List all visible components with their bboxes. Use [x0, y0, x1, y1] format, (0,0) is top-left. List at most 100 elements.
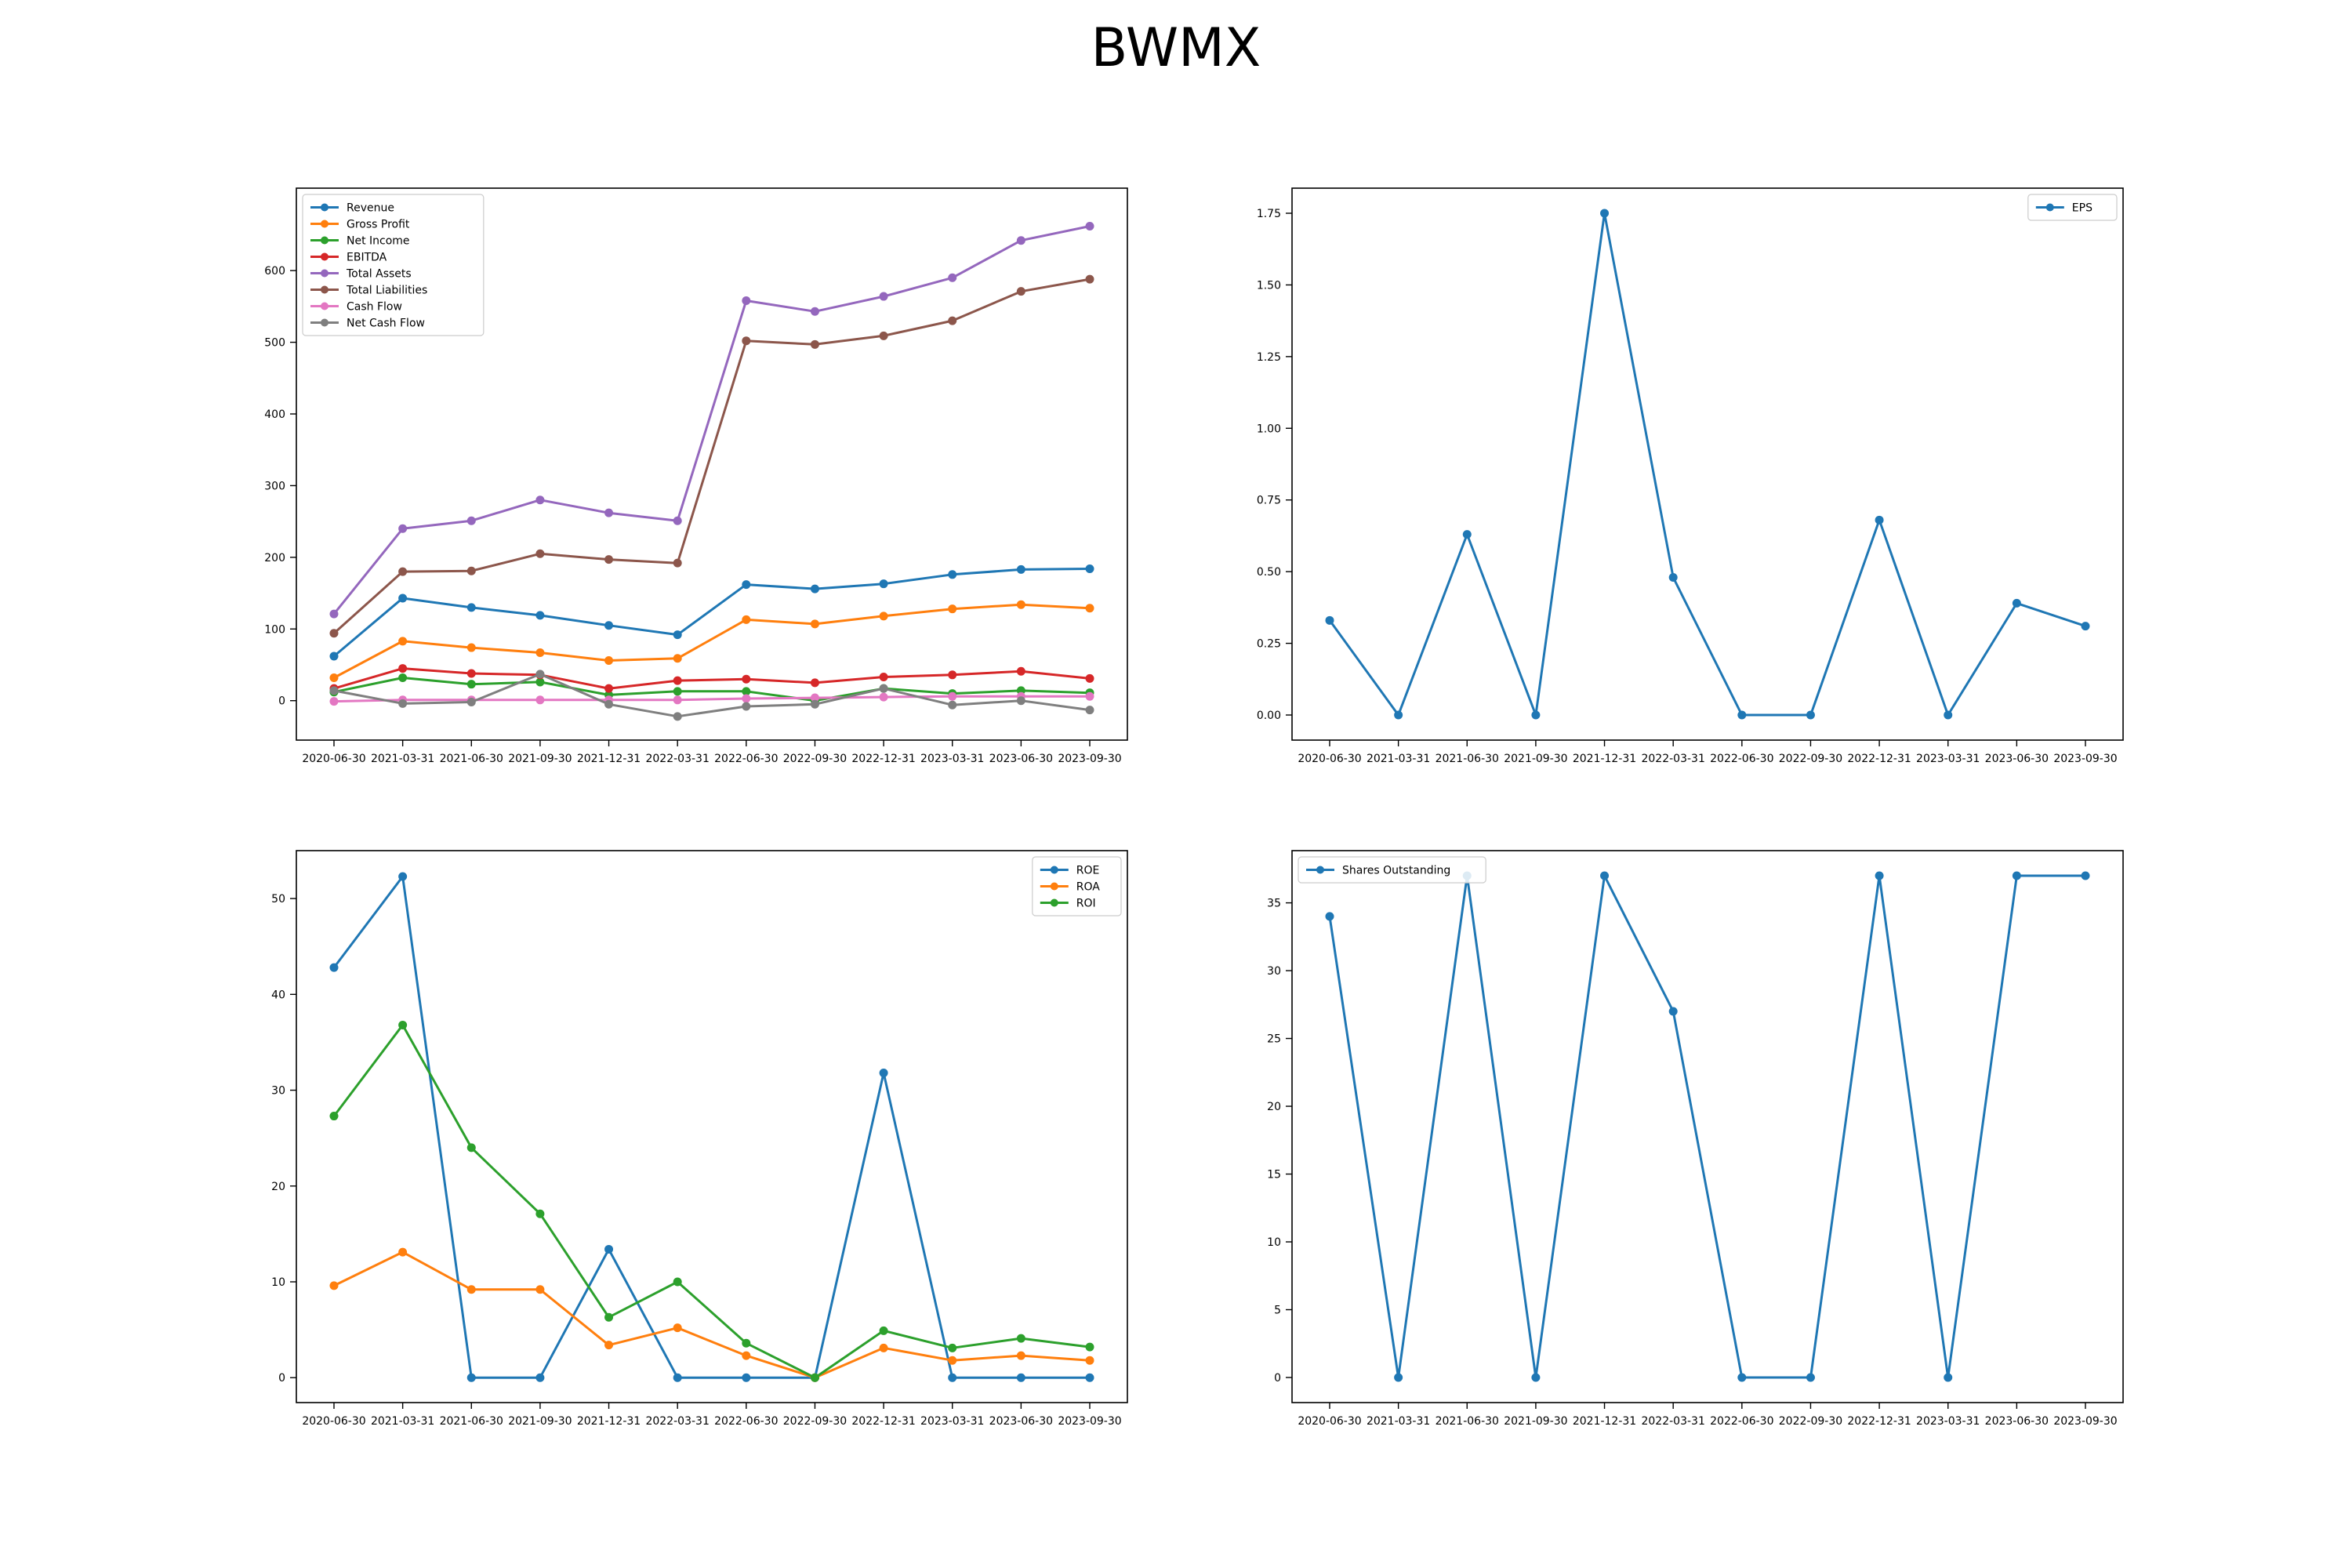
data-point: [1325, 615, 1334, 625]
data-point: [604, 699, 614, 709]
y-tick-label: 5: [1274, 1305, 1281, 1317]
legend-box: [2027, 194, 2118, 221]
data-point: [673, 1277, 682, 1287]
legend-box: [302, 194, 485, 336]
legend-label: ROE: [1076, 865, 1100, 877]
legend-label: Total Liabilities: [346, 285, 427, 297]
y-tick-label: 40: [271, 989, 285, 1001]
data-point: [1668, 1007, 1678, 1016]
legend-marker: [321, 269, 328, 278]
data-point: [1016, 1334, 1025, 1343]
data-point: [466, 516, 476, 525]
data-point: [1085, 604, 1094, 613]
data-point: [535, 611, 545, 620]
y-tick-label: 10: [271, 1276, 285, 1289]
legend-label: Total Assets: [346, 268, 412, 281]
x-tick-label: 2021-12-31: [1573, 753, 1636, 765]
data-point: [742, 702, 751, 711]
data-point: [879, 692, 888, 702]
data-point: [1531, 1373, 1541, 1382]
series-line-roa: [333, 1250, 1091, 1379]
data-point: [466, 680, 476, 689]
data-point: [1944, 710, 1953, 720]
data-point: [742, 296, 751, 306]
data-point: [742, 687, 751, 696]
data-point: [879, 1326, 888, 1335]
y-tick-label: 0.75: [1257, 495, 1281, 507]
data-point: [398, 664, 408, 673]
data-point: [810, 678, 819, 688]
x-tick-label: 2022-03-31: [1641, 753, 1704, 765]
data-point: [810, 307, 819, 316]
data-point: [1085, 1373, 1094, 1382]
data-point: [742, 694, 751, 703]
x-tick-label: 2023-09-30: [2053, 753, 2117, 765]
data-point: [329, 629, 339, 638]
plot-frame: [296, 187, 1128, 741]
data-point: [604, 621, 614, 630]
x-tick-label: 2022-12-31: [851, 753, 915, 765]
data-point: [1016, 236, 1025, 245]
x-tick-label: 2021-03-31: [371, 753, 434, 765]
data-point: [1016, 1373, 1025, 1382]
data-point: [2012, 598, 2021, 608]
y-tick-label: 1.00: [1257, 423, 1281, 435]
data-point: [948, 570, 957, 579]
legend-marker: [321, 203, 328, 212]
x-tick-label: 2023-09-30: [1058, 1415, 1121, 1428]
legend-marker: [1316, 866, 1324, 874]
data-point: [742, 674, 751, 684]
data-point: [948, 670, 957, 680]
legend-marker: [321, 302, 328, 310]
y-tick-label: 30: [1267, 965, 1281, 978]
data-point: [673, 676, 682, 685]
legend: Revenue Gross Profit Net Income EBITDA Total…: [302, 194, 485, 336]
series-line-revenue: [333, 568, 1091, 658]
x-tick-label: 2022-03-31: [645, 1415, 709, 1428]
x-tick-label: 2023-09-30: [2053, 1415, 2117, 1428]
y-tick-label: 20: [271, 1181, 285, 1193]
x-tick-label: 2022-12-31: [851, 1415, 915, 1428]
page-title: BWMX: [1091, 17, 1261, 79]
legend-label: ROA: [1076, 881, 1101, 894]
data-point: [604, 555, 614, 564]
data-point: [604, 1244, 614, 1254]
data-point: [948, 604, 957, 614]
plot-frame: [296, 850, 1128, 1403]
x-tick-label: 2021-12-31: [577, 753, 641, 765]
plot-frame: [1291, 850, 2124, 1403]
x-tick-label: 2021-03-31: [1367, 753, 1430, 765]
legend-label: Gross Profit: [347, 219, 410, 231]
data-point: [810, 584, 819, 593]
x-tick-label: 2022-09-30: [783, 1415, 847, 1428]
data-point: [1085, 673, 1094, 683]
data-point: [1016, 666, 1025, 676]
data-point: [879, 612, 888, 621]
data-point: [1394, 1373, 1403, 1382]
chart-4: 0 5 10 15 20 25 30 35 2020-06-30 2021-03-31 2021-0…: [1267, 850, 2124, 1428]
data-point: [398, 1020, 408, 1029]
data-point: [466, 643, 476, 652]
x-tick-label: 2022-03-31: [645, 753, 709, 765]
data-point: [329, 609, 339, 619]
data-point: [1875, 871, 1884, 880]
y-tick-label: 35: [1267, 898, 1281, 910]
y-tick-label: 25: [1267, 1033, 1281, 1046]
data-point: [810, 693, 819, 702]
x-tick-label: 2022-06-30: [1710, 1415, 1773, 1428]
data-point: [535, 1209, 545, 1218]
data-point: [879, 579, 888, 589]
y-tick-label: 0: [278, 1372, 285, 1385]
data-point: [742, 580, 751, 590]
x-tick-label: 2020-06-30: [1298, 1415, 1361, 1428]
data-point: [466, 1143, 476, 1152]
data-point: [1325, 912, 1334, 921]
data-point: [742, 1351, 751, 1360]
legend-label: EBITDA: [347, 252, 387, 264]
x-tick-label: 2022-09-30: [1779, 753, 1842, 765]
legend: ROE ROA ROI: [1032, 856, 1122, 916]
x-tick-label: 2023-06-30: [989, 1415, 1053, 1428]
legend-marker: [321, 236, 328, 245]
y-tick-label: 200: [264, 552, 285, 564]
data-point: [673, 558, 682, 568]
